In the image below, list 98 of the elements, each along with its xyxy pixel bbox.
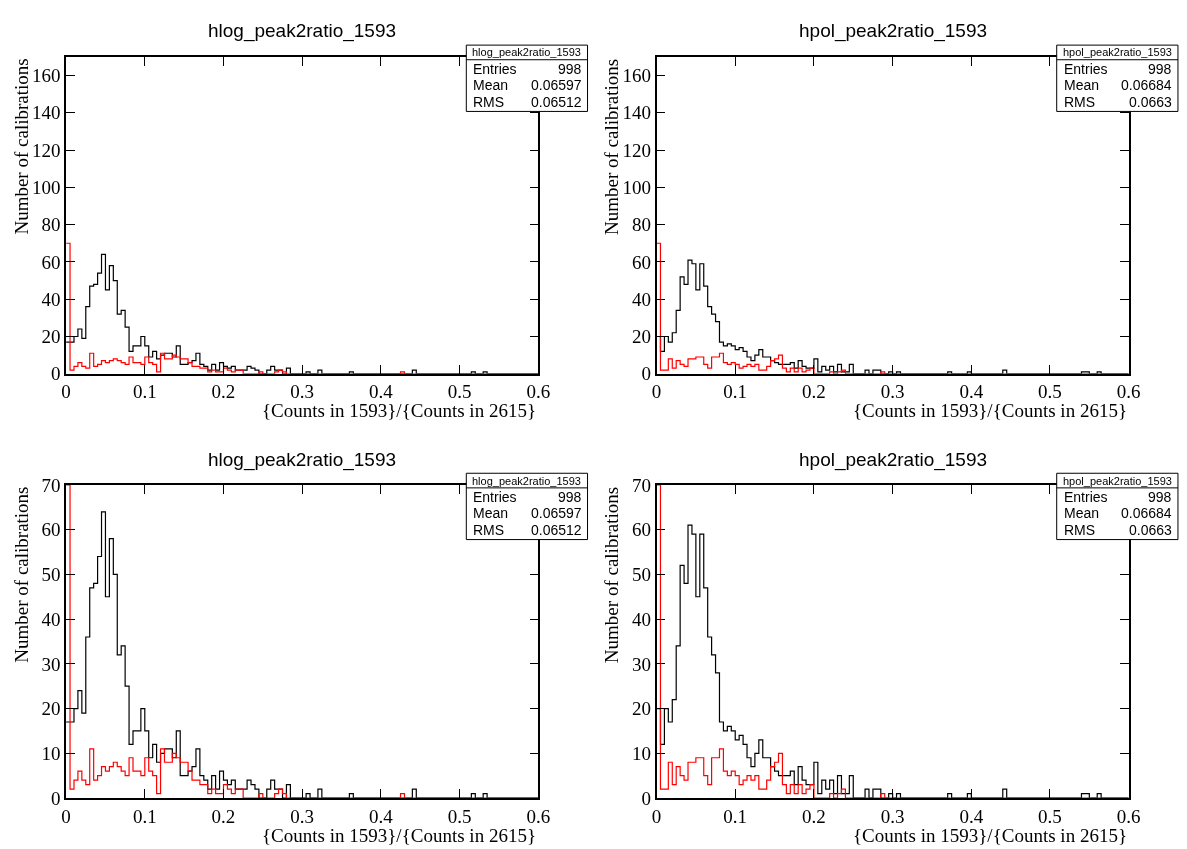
x-tick-label: 0.1 <box>723 805 748 827</box>
x-tick-label: 0.6 <box>1116 381 1141 403</box>
x-tick-label: 0.2 <box>211 805 236 827</box>
y-tick-label: 50 <box>631 564 651 586</box>
y-tick-label: 140 <box>622 102 651 124</box>
x-tick-label: 0.4 <box>959 805 984 827</box>
y-tick-label: 100 <box>32 176 61 198</box>
annotation: 0.06512 <box>531 94 582 110</box>
x-tick-label: 0.4 <box>369 381 394 403</box>
y-tick-label: 60 <box>631 519 651 541</box>
annotation: RMS <box>473 94 505 110</box>
y-tick-label: 120 <box>622 139 651 161</box>
y-tick-label: 20 <box>41 326 61 348</box>
y-tick-label: 80 <box>631 214 651 236</box>
chart-title: hlog_peak2ratio_1593 <box>208 20 397 42</box>
y-tick-label: 70 <box>631 474 651 496</box>
annotation: Mean <box>473 77 509 93</box>
x-tick-label: 0.3 <box>880 805 905 827</box>
x-tick-label: 0.2 <box>211 381 236 403</box>
y-tick-label: 30 <box>41 653 61 675</box>
y-tick-label: 20 <box>631 698 651 720</box>
y-tick-label: 140 <box>32 102 61 124</box>
annotation: Mean <box>473 505 509 521</box>
y-tick-label: 80 <box>41 214 61 236</box>
y-tick-label: 60 <box>41 251 61 273</box>
text: 998 <box>558 489 582 505</box>
x-tick-label: 0.4 <box>369 805 394 827</box>
x-tick-label: 0.2 <box>802 381 826 403</box>
y-axis-title: Number of calibrations <box>10 486 32 663</box>
annotation: Mean <box>1064 77 1100 93</box>
annotation: hpol_peak2ratio_1593 <box>1063 46 1172 58</box>
annotation: RMS <box>1064 522 1096 538</box>
annotation: 0.06597 <box>531 77 582 93</box>
x-axis-title: {Counts in 1593}/{Counts in 2615} <box>262 400 537 421</box>
y-tick-label: 10 <box>631 742 651 764</box>
y-axis-title: Number of calibrations <box>10 58 32 235</box>
x-tick-label: 0.6 <box>1116 805 1141 827</box>
annotation: Mean <box>1064 505 1100 521</box>
annotation: RMS <box>1064 94 1096 110</box>
x-axis-title: {Counts in 1593}/{Counts in 2615} <box>853 400 1128 421</box>
y-tick-label: 0 <box>51 363 61 385</box>
y-tick-label: 60 <box>41 519 61 541</box>
chart-title: hlog_peak2ratio_1593 <box>208 449 397 471</box>
x-tick-label: 0.1 <box>723 381 748 403</box>
y-tick-label: 0 <box>641 787 651 809</box>
y-tick-label: 100 <box>622 176 651 198</box>
text: 998 <box>1148 489 1172 505</box>
x-axis-title: {Counts in 1593}/{Counts in 2615} <box>262 825 537 846</box>
y-tick-label: 160 <box>32 65 61 87</box>
annotation: RMS <box>473 522 505 538</box>
y-tick-label: 50 <box>41 564 61 586</box>
x-tick-label: 0.4 <box>959 381 984 403</box>
y-tick-label: 40 <box>41 288 61 310</box>
y-tick-label: 120 <box>32 139 61 161</box>
y-tick-label: 40 <box>631 288 651 310</box>
y-tick-label: 20 <box>41 698 61 720</box>
annotation: 0.0663 <box>1129 522 1173 538</box>
annotation: 0.06684 <box>1121 505 1172 521</box>
annotation: Entries <box>1064 61 1108 77</box>
annotation: 0.06597 <box>531 505 582 521</box>
x-tick-label: 0.3 <box>880 381 905 403</box>
y-tick-label: 160 <box>622 65 651 87</box>
chart-title: hpol_peak2ratio_1593 <box>799 20 988 42</box>
y-tick-label: 0 <box>51 787 61 809</box>
y-tick-label: 10 <box>41 742 61 764</box>
annotation: 0.0663 <box>1129 94 1173 110</box>
y-tick-label: 20 <box>631 326 651 348</box>
annotation: Entries <box>1064 489 1108 505</box>
annotation: hlog_peak2ratio_1593 <box>472 46 581 58</box>
x-tick-label: 0.1 <box>132 805 157 827</box>
annotation: Entries <box>473 61 517 77</box>
annotation: 0.06684 <box>1121 77 1172 93</box>
x-tick-label: 0.6 <box>526 805 551 827</box>
text: 998 <box>558 61 582 77</box>
y-tick-label: 40 <box>41 608 61 630</box>
x-tick-label: 0.2 <box>802 805 826 827</box>
x-tick-label: 0.5 <box>447 381 472 403</box>
annotation: hpol_peak2ratio_1593 <box>1063 475 1172 487</box>
annotation: hlog_peak2ratio_1593 <box>472 475 581 487</box>
chart-title: hpol_peak2ratio_1593 <box>799 449 988 471</box>
x-tick-label: 0.5 <box>447 805 472 827</box>
text: 998 <box>1148 61 1172 77</box>
annotation: 0.06512 <box>531 522 582 538</box>
y-tick-label: 60 <box>631 251 651 273</box>
y-tick-label: 70 <box>41 474 61 496</box>
y-axis-title: Number of calibrations <box>601 58 623 235</box>
y-tick-label: 0 <box>641 363 651 385</box>
y-tick-label: 40 <box>631 608 651 630</box>
x-tick-label: 0.3 <box>290 381 315 403</box>
y-axis-title: Number of calibrations <box>601 486 623 664</box>
x-tick-label: 0.6 <box>526 381 551 403</box>
x-tick-label: 0.1 <box>132 381 157 403</box>
y-tick-label: 30 <box>631 653 651 675</box>
annotation: Entries <box>473 489 517 505</box>
x-tick-label: 0.5 <box>1038 805 1062 827</box>
x-tick-label: 0.3 <box>290 805 315 827</box>
x-axis-title: {Counts in 1593}/{Counts in 2615} <box>853 825 1128 846</box>
x-tick-label: 0.5 <box>1038 381 1062 403</box>
